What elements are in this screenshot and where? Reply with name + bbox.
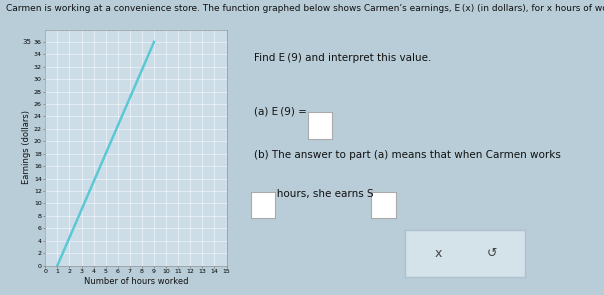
Y-axis label: Earnings (dollars): Earnings (dollars)	[22, 111, 31, 184]
Text: (a) E (9) =: (a) E (9) =	[254, 106, 310, 116]
Text: hours, she earns S: hours, she earns S	[254, 189, 373, 199]
Text: (b) The answer to part (a) means that when Carmen works: (b) The answer to part (a) means that wh…	[254, 150, 561, 160]
Text: Carmen is working at a convenience store. The function graphed below shows Carme: Carmen is working at a convenience store…	[6, 4, 604, 14]
X-axis label: Number of hours worked: Number of hours worked	[83, 277, 188, 286]
Text: x: x	[435, 247, 442, 260]
Text: ↺: ↺	[486, 247, 497, 260]
Text: 35: 35	[22, 39, 31, 45]
Text: Find E (9) and interpret this value.: Find E (9) and interpret this value.	[254, 53, 431, 63]
